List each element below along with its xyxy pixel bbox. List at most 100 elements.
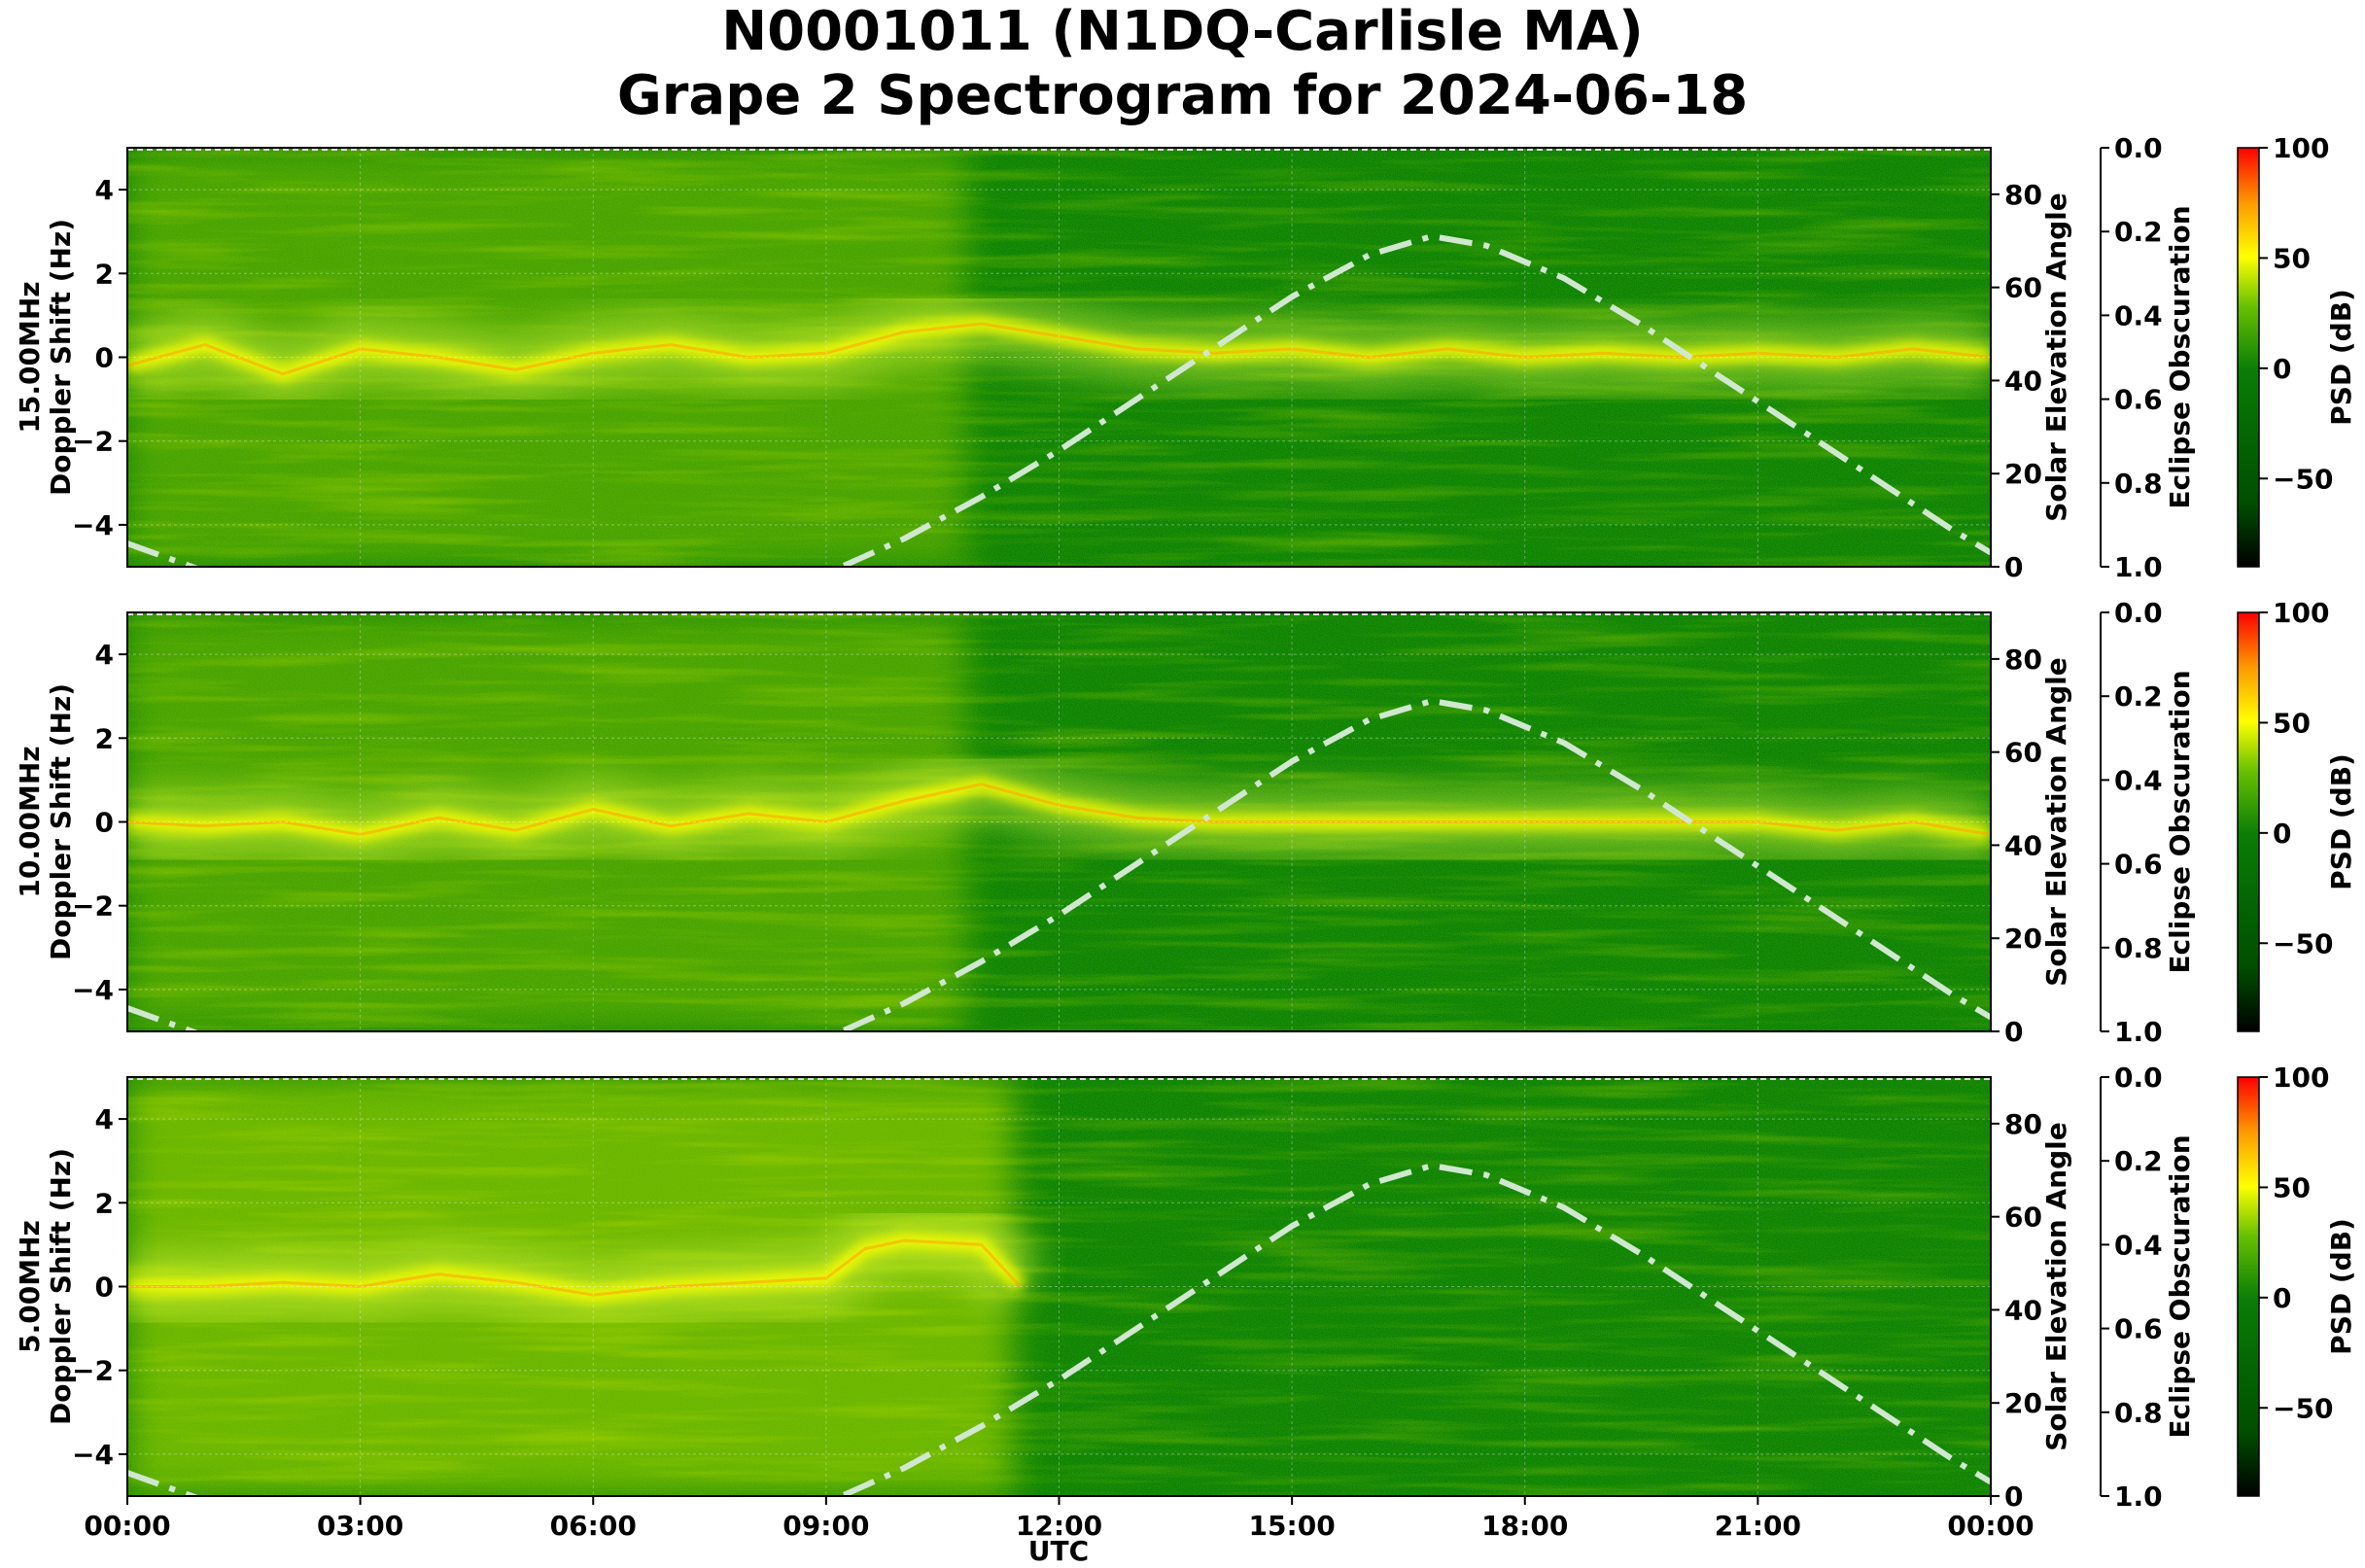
y-tick-label: −4	[72, 509, 114, 541]
x-tick-label: 00:00	[1947, 1510, 2034, 1542]
x-tick-label: 06:00	[550, 1510, 637, 1542]
panel-frequency-label: 5.00MHz	[14, 1220, 46, 1353]
elev-axis-label: Solar Elevation Angle	[2040, 1122, 2072, 1450]
y-tick-label: −2	[72, 1355, 114, 1387]
colorbar-tick-label: −50	[2273, 1392, 2333, 1424]
elev-tick-label: 0	[2004, 1016, 2023, 1048]
colorbar	[2237, 611, 2260, 1032]
eclipse-tick-label: 0.4	[2114, 1229, 2163, 1261]
eclipse-tick-label: 0.6	[2114, 849, 2163, 881]
colorbar-tick-label: 100	[2273, 1062, 2329, 1094]
eclipse-tick-label: 0.2	[2114, 680, 2163, 713]
x-tick-label: 00:00	[84, 1510, 170, 1542]
colorbar-tick-label: 50	[2273, 707, 2311, 739]
colorbar-tick-label: 100	[2273, 597, 2329, 629]
elev-tick-label: 80	[2004, 179, 2042, 211]
eclipse-tick-label: 1.0	[2114, 1481, 2163, 1513]
eclipse-tick-label: 0.8	[2114, 468, 2163, 500]
x-tick-label: 21:00	[1715, 1510, 1801, 1542]
plot-area-0	[127, 148, 1991, 567]
y-tick-label: 0	[95, 342, 114, 374]
elev-tick-label: 40	[2004, 1294, 2042, 1326]
eclipse-axis-label: Eclipse Obscuration	[2164, 1134, 2196, 1438]
plot-area-2	[127, 1077, 1991, 1496]
x-tick-label: 03:00	[317, 1510, 403, 1542]
elev-tick-label: 20	[2004, 923, 2042, 955]
elev-tick-label: 80	[2004, 1108, 2042, 1140]
x-tick-label: 15:00	[1249, 1510, 1336, 1542]
elev-axis-label: Solar Elevation Angle	[2040, 192, 2072, 521]
y-tick-label: 2	[95, 722, 114, 754]
eclipse-tick-label: 1.0	[2114, 1016, 2163, 1048]
eclipse-tick-label: 0.2	[2114, 1145, 2163, 1177]
eclipse-tick-label: 0.8	[2114, 932, 2163, 964]
plot-area-1	[127, 612, 1991, 1031]
chart-title-line-2: Grape 2 Spectrogram for 2024-06-18	[616, 64, 1749, 127]
elev-tick-label: 0	[2004, 551, 2023, 583]
eclipse-tick-label: 0.6	[2114, 1313, 2163, 1345]
elev-tick-label: 60	[2004, 1202, 2042, 1234]
colorbar-tick-label: 50	[2273, 242, 2311, 274]
eclipse-tick-label: 0.6	[2114, 384, 2163, 416]
elev-tick-label: 60	[2004, 737, 2042, 769]
eclipse-tick-label: 0.4	[2114, 764, 2163, 796]
elev-tick-label: 60	[2004, 272, 2042, 304]
doppler-core	[127, 322, 1991, 376]
elev-tick-label: 80	[2004, 644, 2042, 676]
colorbar-tick-label: −50	[2273, 463, 2333, 495]
colorbar-tick-label: −50	[2273, 927, 2333, 959]
y-tick-label: 2	[95, 1187, 114, 1219]
y-tick-label: 4	[95, 174, 114, 206]
chart-title-line-1: N0001011 (N1DQ-Carlisle MA)	[721, 0, 1644, 63]
spectrogram-panel-0: 420−2−415.00MHz Doppler Shift (Hz)8060402…	[14, 132, 2357, 583]
y-axis-label: Doppler Shift (Hz)	[45, 1148, 77, 1425]
doppler-core	[127, 1238, 1022, 1297]
y-tick-label: 4	[95, 1103, 114, 1135]
y-axis-label: Doppler Shift (Hz)	[45, 219, 77, 496]
y-tick-label: 0	[95, 807, 114, 839]
colorbar-label: PSD (dB)	[2325, 753, 2357, 890]
elev-tick-label: 40	[2004, 829, 2042, 861]
x-axis-label: UTC	[1028, 1535, 1089, 1567]
colorbar-tick-label: 0	[2273, 353, 2291, 385]
colorbar-tick-label: 100	[2273, 132, 2329, 164]
colorbar-label: PSD (dB)	[2325, 1218, 2357, 1355]
y-tick-label: 4	[95, 639, 114, 671]
colorbar-tick-label: 0	[2273, 1282, 2291, 1314]
y-tick-label: −4	[72, 974, 114, 1006]
eclipse-tick-label: 0.4	[2114, 299, 2163, 331]
x-tick-label: 12:00	[1016, 1510, 1102, 1542]
spectrogram-panel-1: 420−2−410.00MHz Doppler Shift (Hz)8060402…	[14, 597, 2357, 1048]
eclipse-tick-label: 0.0	[2114, 132, 2163, 164]
colorbar	[2237, 1076, 2260, 1497]
eclipse-tick-label: 1.0	[2114, 551, 2163, 583]
eclipse-tick-label: 0.2	[2114, 216, 2163, 248]
eclipse-tick-label: 0.8	[2114, 1397, 2163, 1429]
y-tick-label: −2	[72, 426, 114, 458]
y-tick-label: −2	[72, 890, 114, 923]
elev-tick-label: 0	[2004, 1481, 2023, 1513]
solar-elevation-curve	[127, 698, 1991, 1031]
colorbar	[2237, 147, 2260, 568]
colorbar-tick-label: 0	[2273, 818, 2291, 850]
y-axis-label: Doppler Shift (Hz)	[45, 683, 77, 960]
elev-axis-label: Solar Elevation Angle	[2040, 657, 2072, 986]
y-tick-label: 0	[95, 1272, 114, 1304]
elev-tick-label: 20	[2004, 1387, 2042, 1419]
spectrogram-panel-2: 420−2−45.00MHz Doppler Shift (Hz)80604020…	[14, 1062, 2357, 1542]
eclipse-tick-label: 0.0	[2114, 1062, 2163, 1094]
colorbar-label: PSD (dB)	[2325, 289, 2357, 426]
colorbar-tick-label: 50	[2273, 1171, 2311, 1203]
doppler-core	[127, 783, 1991, 836]
y-tick-label: 2	[95, 258, 114, 290]
eclipse-tick-label: 0.0	[2114, 597, 2163, 629]
solar-elevation-curve	[127, 233, 1991, 567]
eclipse-axis-label: Eclipse Obscuration	[2164, 205, 2196, 508]
panel-frequency-label: 10.00MHz	[14, 746, 46, 897]
elev-tick-label: 20	[2004, 458, 2042, 490]
y-tick-label: −4	[72, 1439, 114, 1471]
x-tick-label: 09:00	[783, 1510, 869, 1542]
x-tick-label: 18:00	[1481, 1510, 1568, 1542]
elev-tick-label: 40	[2004, 365, 2042, 397]
